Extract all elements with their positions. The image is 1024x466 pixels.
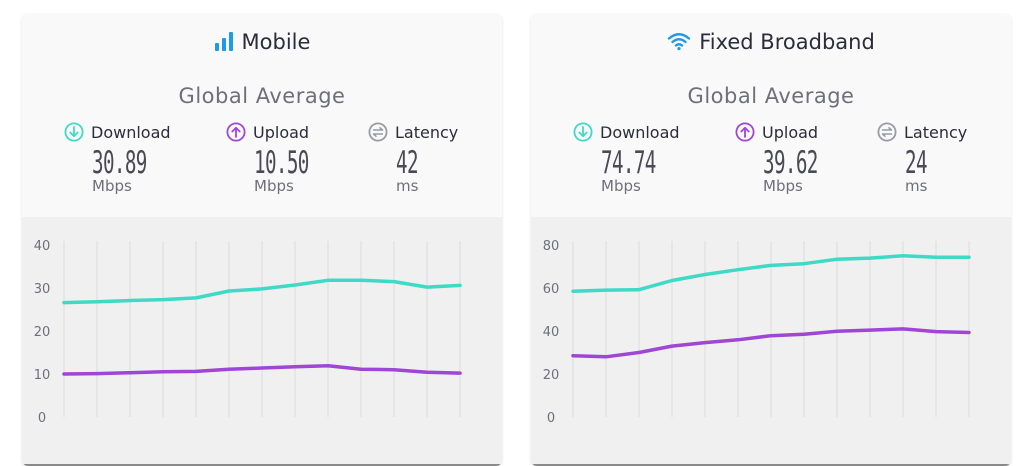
signal-bars-icon xyxy=(214,31,234,56)
latency-unit: ms xyxy=(396,177,419,195)
broadband-card: Fixed Broadband Global Average Download … xyxy=(531,14,1011,466)
download-arrow-icon xyxy=(64,122,84,142)
y-tick-label: 20 xyxy=(34,325,51,340)
download-series-line xyxy=(62,278,462,305)
upload-arrow-icon xyxy=(226,122,246,142)
mobile-chart: 0 10 20 30 40 xyxy=(22,217,502,466)
upload-series-line xyxy=(62,364,462,376)
broadband-latency-metric: Latency 24 ms xyxy=(877,122,1011,195)
mobile-title-text: Mobile xyxy=(241,30,311,54)
mobile-card: Mobile Global Average Download 30.89 Mbp… xyxy=(22,14,502,466)
wifi-icon xyxy=(667,31,691,56)
download-series-line xyxy=(571,254,971,293)
upload-value: 10.50 xyxy=(254,145,309,181)
latency-label: Latency xyxy=(395,123,459,142)
latency-unit: ms xyxy=(905,177,928,195)
latency-icon xyxy=(368,122,388,142)
upload-value: 39.62 xyxy=(763,145,818,181)
chart-baseline xyxy=(22,464,502,466)
y-tick-label: 0 xyxy=(38,411,46,426)
y-tick-label: 60 xyxy=(543,282,560,297)
download-label: Download xyxy=(91,123,171,142)
upload-unit: Mbps xyxy=(763,177,803,195)
mobile-title: Mobile xyxy=(22,30,502,56)
mobile-subtitle: Global Average xyxy=(178,84,346,108)
upload-unit: Mbps xyxy=(254,177,294,195)
broadband-header: Fixed Broadband Global Average Download … xyxy=(531,14,1011,217)
broadband-title-text: Fixed Broadband xyxy=(699,30,875,54)
chart-baseline xyxy=(531,464,1011,466)
upload-label: Upload xyxy=(762,123,819,142)
mobile-header: Mobile Global Average Download 30.89 Mbp… xyxy=(22,14,502,217)
latency-value: 24 xyxy=(905,145,928,181)
broadband-title: Fixed Broadband xyxy=(531,30,1011,56)
y-tick-label: 20 xyxy=(543,368,560,383)
download-value: 30.89 xyxy=(92,145,147,181)
y-tick-label: 40 xyxy=(543,325,560,340)
upload-series-line xyxy=(571,327,971,359)
broadband-download-metric: Download 74.74 Mbps xyxy=(573,122,713,195)
y-tick-label: 10 xyxy=(34,368,51,383)
download-arrow-icon xyxy=(573,122,593,142)
y-tick-label: 80 xyxy=(543,239,560,254)
mobile-upload-metric: Upload 10.50 Mbps xyxy=(226,122,366,195)
download-value: 74.74 xyxy=(601,145,656,181)
mobile-chart-svg: 0 10 20 30 40 xyxy=(34,239,462,426)
y-tick-label: 0 xyxy=(547,411,555,426)
download-label: Download xyxy=(600,123,680,142)
broadband-upload-metric: Upload 39.62 Mbps xyxy=(735,122,875,195)
upload-label: Upload xyxy=(253,123,310,142)
download-unit: Mbps xyxy=(601,177,641,195)
latency-value: 42 xyxy=(396,145,419,181)
y-tick-label: 30 xyxy=(34,282,51,297)
latency-icon xyxy=(877,122,897,142)
upload-arrow-icon xyxy=(735,122,755,142)
latency-label: Latency xyxy=(904,123,968,142)
broadband-chart: 0 20 40 60 80 xyxy=(531,217,1011,466)
broadband-chart-svg: 0 20 40 60 80 xyxy=(543,239,971,426)
mobile-download-metric: Download 30.89 Mbps xyxy=(64,122,204,195)
broadband-subtitle: Global Average xyxy=(687,84,855,108)
y-tick-label: 40 xyxy=(34,239,51,254)
mobile-latency-metric: Latency 42 ms xyxy=(368,122,502,195)
download-unit: Mbps xyxy=(92,177,132,195)
